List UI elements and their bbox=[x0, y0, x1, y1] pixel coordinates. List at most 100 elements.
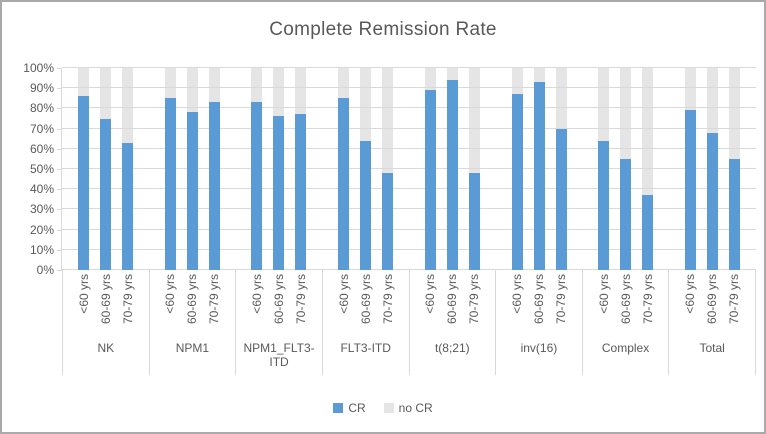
bar-cr bbox=[707, 132, 719, 270]
x-group: <60 yrs 60-69 yrs 70-79 yrs NPM1_FLT3-ITD bbox=[235, 270, 322, 375]
bar-group-t-8-21- bbox=[409, 68, 496, 270]
age-label-row: <60 yrs 60-69 yrs 70-79 yrs bbox=[150, 270, 236, 334]
gridline bbox=[62, 127, 756, 129]
age-label-slot: 60-69 yrs bbox=[99, 274, 113, 324]
bar-no-cr bbox=[642, 68, 654, 270]
bar-cr bbox=[555, 128, 567, 270]
category-label: NPM1 bbox=[175, 341, 210, 355]
age-label-slot: 70-79 yrs bbox=[467, 274, 482, 325]
bar-cr bbox=[511, 94, 523, 270]
bar-cr bbox=[251, 102, 263, 270]
x-group: <60 yrs 60-69 yrs 70-79 yrs Complex bbox=[581, 270, 669, 375]
y-axis-tick-label: 40% bbox=[29, 182, 54, 197]
legend-label-cr: CR bbox=[348, 401, 366, 415]
age-label-row: <60 yrs 60-69 yrs 70-79 yrs bbox=[496, 270, 582, 334]
category-label: FLT3-ITD bbox=[340, 341, 391, 355]
category-label: Complex bbox=[601, 341, 650, 355]
age-label-slot: 60-69 yrs bbox=[618, 274, 633, 325]
y-axis-tick-label: 100% bbox=[23, 61, 54, 75]
age-label-slot: 70-79 yrs bbox=[727, 274, 742, 325]
age-label-slot: <60 yrs bbox=[250, 274, 264, 314]
bar-slot bbox=[186, 68, 198, 270]
bar-cr bbox=[121, 142, 133, 270]
age-label: 60-69 yrs bbox=[358, 274, 373, 325]
bar-slot bbox=[273, 68, 285, 270]
bar-slot bbox=[251, 68, 263, 270]
bar-group-npm1 bbox=[149, 68, 236, 270]
gridline bbox=[62, 67, 756, 68]
bar-cr bbox=[273, 116, 285, 270]
legend-item-no-cr: no CR bbox=[383, 401, 433, 415]
age-label-slot: 60-69 yrs bbox=[445, 274, 459, 324]
y-axis-tick-label: 20% bbox=[29, 222, 54, 237]
age-label-row: <60 yrs 60-69 yrs 70-79 yrs bbox=[236, 270, 322, 334]
age-label-slot: <60 yrs bbox=[509, 274, 524, 314]
bar-slot bbox=[164, 68, 176, 270]
gridline bbox=[62, 107, 756, 109]
legend-swatch-no-cr bbox=[383, 403, 394, 413]
y-axis-line bbox=[61, 68, 62, 271]
age-label: <60 yrs bbox=[683, 274, 698, 314]
bar-slot bbox=[707, 68, 719, 270]
bar-slot bbox=[121, 68, 133, 270]
bar-cr bbox=[338, 98, 350, 270]
bar-slot bbox=[295, 68, 307, 270]
bar-slot bbox=[620, 68, 632, 270]
age-label: <60 yrs bbox=[596, 274, 611, 314]
bar-slot bbox=[468, 68, 480, 270]
bar-no-cr bbox=[382, 68, 394, 270]
bar-slot bbox=[555, 68, 567, 270]
bar-cr bbox=[424, 90, 436, 270]
y-axis-tick-mark bbox=[57, 169, 61, 170]
y-axis-tick-label: 30% bbox=[29, 202, 54, 217]
age-label-row: <60 yrs 60-69 yrs 70-79 yrs bbox=[583, 270, 669, 334]
age-label-slot: <60 yrs bbox=[163, 274, 177, 314]
bar-cr bbox=[685, 110, 697, 270]
category-label: Total bbox=[699, 341, 725, 355]
category-label: t(8;21) bbox=[434, 341, 470, 355]
bar-slot bbox=[338, 68, 350, 270]
y-axis-tick-label: 80% bbox=[29, 101, 54, 116]
gridline bbox=[62, 188, 756, 190]
age-label: 70-79 yrs bbox=[467, 274, 482, 325]
bar-slot bbox=[729, 68, 741, 270]
age-label: 70-79 yrs bbox=[640, 274, 655, 325]
x-group: <60 yrs 60-69 yrs 70-79 yrs Total bbox=[668, 270, 756, 375]
age-label-slot: 70-79 yrs bbox=[121, 274, 135, 324]
category-label: NK bbox=[97, 341, 115, 355]
x-group: <60 yrs 60-69 yrs 70-79 yrs inv(16) bbox=[495, 270, 582, 375]
age-label: 60-69 yrs bbox=[618, 274, 633, 325]
gridline bbox=[62, 87, 756, 89]
age-label: <60 yrs bbox=[509, 274, 524, 314]
bar-slot bbox=[446, 68, 458, 270]
age-label-slot: <60 yrs bbox=[336, 274, 351, 314]
age-label-slot: <60 yrs bbox=[77, 274, 91, 314]
bar-group-complex bbox=[583, 68, 670, 270]
bar-slot bbox=[598, 68, 610, 270]
age-label: 70-79 yrs bbox=[727, 274, 742, 325]
bar-cr bbox=[533, 82, 545, 270]
x-axis: <60 yrs 60-69 yrs 70-79 yrs NK <60 yrs 60-69 … bbox=[62, 270, 756, 375]
age-label: 60-69 yrs bbox=[531, 274, 546, 325]
y-axis-tick-label: 10% bbox=[29, 242, 54, 257]
bar-group-npm1-flt3-itd bbox=[236, 68, 323, 270]
x-group: <60 yrs 60-69 yrs 70-79 yrs FLT3-ITD bbox=[321, 270, 409, 375]
bar-cr bbox=[164, 98, 176, 270]
bar-cr bbox=[99, 118, 111, 270]
bar-cr bbox=[446, 80, 458, 270]
bar-group-nk bbox=[62, 68, 149, 270]
bar-cr bbox=[295, 114, 307, 270]
age-label: 70-79 yrs bbox=[553, 274, 568, 325]
y-axis-tick-mark bbox=[57, 128, 61, 130]
age-label-slot: 60-69 yrs bbox=[358, 274, 373, 325]
age-label-row: <60 yrs 60-69 yrs 70-79 yrs bbox=[323, 270, 409, 334]
legend-label-no-cr: no CR bbox=[398, 401, 433, 415]
gridline bbox=[62, 248, 756, 250]
bar-cr bbox=[382, 173, 394, 270]
bar-slot bbox=[360, 68, 372, 270]
x-group: <60 yrs 60-69 yrs 70-79 yrs NPM1 bbox=[148, 270, 236, 375]
age-label-row: <60 yrs 60-69 yrs 70-79 yrs bbox=[410, 270, 496, 334]
age-label: <60 yrs bbox=[336, 274, 351, 314]
y-axis-tick-mark bbox=[57, 189, 61, 191]
